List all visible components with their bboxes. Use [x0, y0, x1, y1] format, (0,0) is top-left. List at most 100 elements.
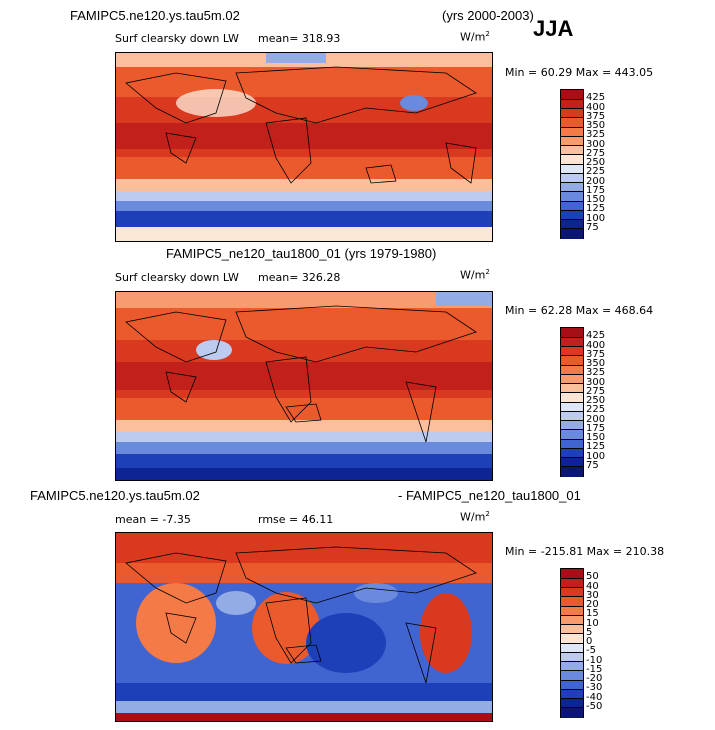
panel3-map: [115, 532, 493, 722]
colorbar-tick-label: 375: [586, 110, 606, 122]
colorbar-tick-label: 30: [586, 589, 599, 601]
colorbar-separator: [561, 355, 583, 357]
colorbar-tick-label: 100: [586, 450, 606, 462]
colorbar-separator: [561, 191, 583, 193]
colorbar-tick-label: 175: [586, 422, 606, 434]
colorbar-segment: [561, 127, 583, 137]
colorbar-segment: [561, 411, 583, 421]
colorbar-segment: [561, 365, 583, 375]
colorbar-separator: [561, 108, 583, 109]
colorbar-segment: [561, 337, 583, 347]
panel3-field: [116, 533, 492, 721]
colorbar-segment: [561, 596, 583, 607]
colorbar-tick-label: 400: [586, 101, 606, 113]
colorbar-segment: [561, 624, 583, 635]
colorbar-separator: [561, 346, 583, 347]
colorbar-segment: [561, 429, 583, 440]
panel2-title: FAMIPC5_ne120_tau1800_01 (yrs 1979-1980): [166, 246, 437, 261]
panel3-title-left: FAMIPC5.ne120.ys.tau5m.02: [30, 488, 200, 503]
colorbar-separator: [561, 228, 583, 230]
colorbar-tick-label: 375: [586, 348, 606, 360]
colorbar-segment: [561, 346, 583, 357]
colorbar-separator: [561, 145, 583, 146]
colorbar-segment: [561, 578, 583, 588]
colorbar-tick-label: 75: [586, 459, 599, 471]
colorbar-segment: [561, 201, 583, 211]
colorbar-tick-label: -40: [586, 691, 603, 703]
colorbar-segment: [561, 698, 583, 709]
colorbar-tick-label: 50: [586, 571, 599, 583]
panel1-variable: Surf clearsky down LW: [115, 32, 239, 45]
colorbar-tick-label: 200: [586, 175, 606, 187]
colorbar-separator: [561, 661, 583, 662]
colorbar-tick-label: -10: [586, 654, 603, 666]
colorbar-tick-label: -50: [586, 700, 603, 712]
colorbar-segment: [561, 173, 583, 183]
colorbar-separator: [561, 633, 583, 635]
colorbar-segment: [561, 99, 583, 109]
colorbar-separator: [561, 410, 583, 412]
colorbar-segment: [561, 136, 583, 146]
colorbar-separator: [561, 420, 583, 421]
panel2-map: [115, 291, 493, 481]
colorbar-tick-label: 15: [586, 608, 599, 620]
colorbar-segment: [561, 689, 583, 699]
run-title: FAMIPC5.ne120.ys.tau5m.02: [70, 8, 240, 23]
colorbar-tick-label: 300: [586, 138, 606, 150]
colorbar-tick-label: 5: [586, 626, 593, 638]
colorbar-tick-label: 200: [586, 413, 606, 425]
colorbar-separator: [561, 200, 583, 202]
panel3-mean: mean = -7.35: [115, 513, 191, 526]
colorbar-separator: [561, 135, 583, 137]
colorbar-segment: [561, 569, 583, 579]
colorbar-separator: [561, 401, 583, 403]
colorbar-segment: [561, 210, 583, 220]
panel1-mean: mean= 318.93: [258, 32, 341, 45]
panel2-units: W/m2: [460, 268, 490, 282]
colorbar-segment: [561, 670, 583, 681]
colorbar-tick-label: 400: [586, 339, 606, 351]
colorbar-segment: [561, 164, 583, 174]
panel3-colorbar: [560, 568, 584, 718]
colorbar-tick-label: 425: [586, 92, 606, 104]
colorbar-segment: [561, 457, 583, 468]
colorbar-segment: [561, 90, 583, 100]
colorbar-tick-label: 125: [586, 441, 606, 453]
panel2-colorbar: [560, 327, 584, 477]
colorbar-tick-label: -20: [586, 673, 603, 684]
panel2-field: [116, 292, 492, 480]
colorbar-segment: [561, 383, 583, 394]
panel1-colorbar: [560, 89, 584, 239]
colorbar-tick-label: 100: [586, 212, 606, 224]
colorbar-segment: [561, 117, 583, 128]
colorbar-separator: [561, 209, 583, 211]
colorbar-separator: [561, 364, 583, 366]
colorbar-segment: [561, 392, 583, 403]
colorbar-tick-label: 225: [586, 404, 606, 416]
colorbar-separator: [561, 438, 583, 440]
colorbar-tick-label: -30: [586, 682, 603, 694]
panel3-minmax: Min = -215.81 Max = 210.38: [505, 545, 665, 558]
colorbar-tick-label: 175: [586, 184, 606, 196]
colorbar-separator: [561, 457, 583, 458]
colorbar-tick-label: 150: [586, 194, 606, 205]
colorbar-tick-label: 300: [586, 376, 606, 388]
colorbar-segment: [561, 587, 583, 598]
colorbar-separator: [561, 447, 583, 449]
panel2-minmax: Min = 62.28 Max = 468.64: [505, 304, 654, 317]
colorbar-tick-label: 40: [586, 580, 599, 592]
colorbar-separator: [561, 373, 583, 375]
colorbar-separator: [561, 126, 583, 128]
colorbar-segment: [561, 448, 583, 458]
colorbar-separator: [561, 219, 583, 220]
colorbar-segment: [561, 374, 583, 384]
colorbar-tick-label: 350: [586, 358, 606, 369]
colorbar-tick-label: 0: [586, 636, 593, 647]
colorbar-separator: [561, 466, 583, 468]
colorbar-tick-label: 250: [586, 157, 606, 168]
colorbar-separator: [561, 154, 583, 156]
panel3-title-right: - FAMIPC5_ne120_tau1800_01: [398, 488, 581, 503]
colorbar-separator: [561, 670, 583, 672]
colorbar-tick-label: 20: [586, 599, 599, 610]
colorbar-tick-label: 425: [586, 330, 606, 342]
